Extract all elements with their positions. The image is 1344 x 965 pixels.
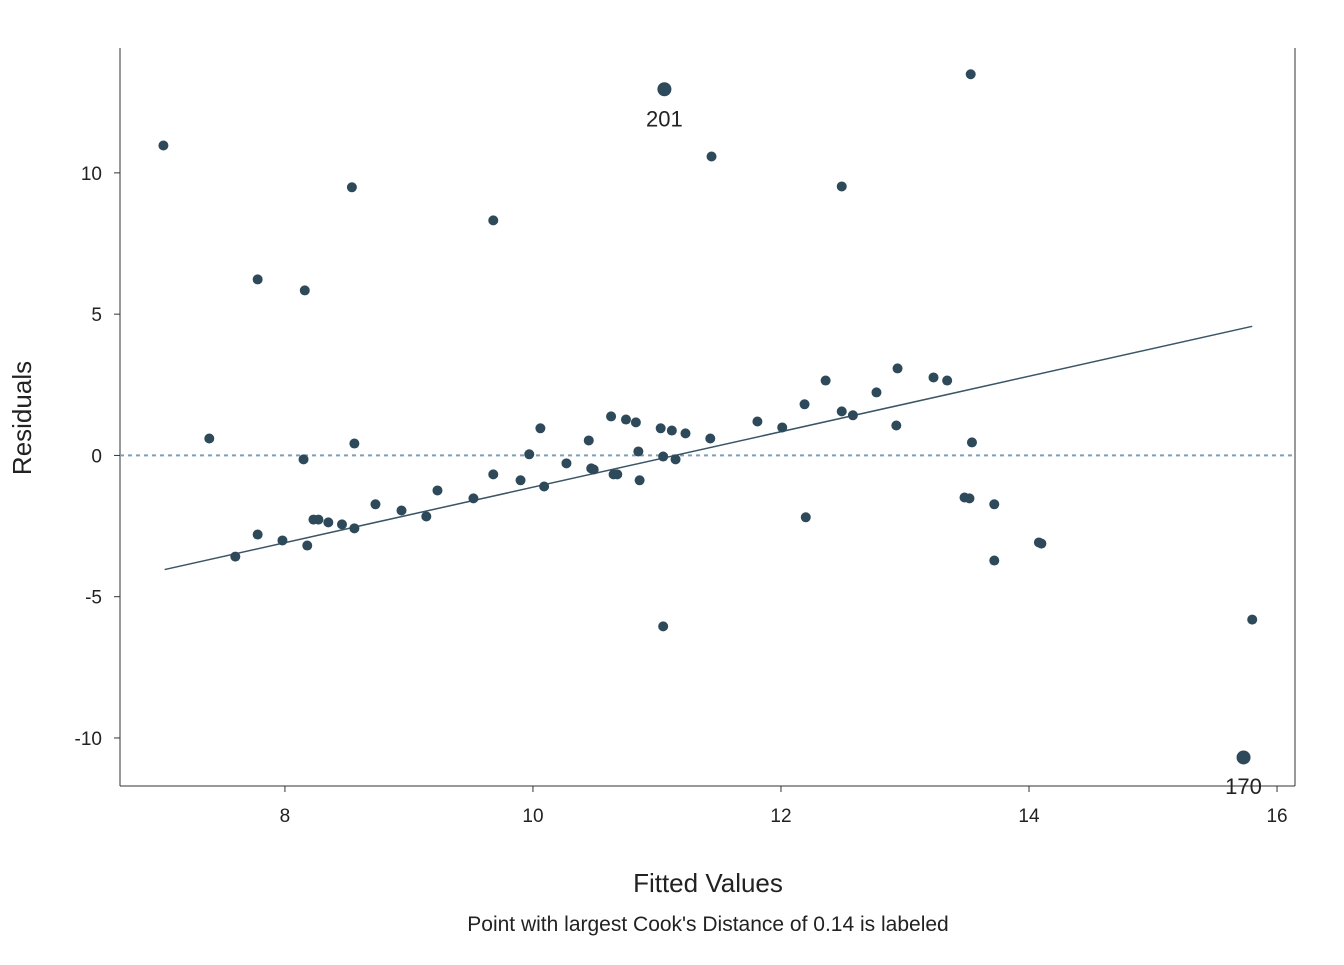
point bbox=[432, 485, 443, 496]
x-tick-label: 8 bbox=[280, 806, 291, 827]
point bbox=[847, 410, 858, 421]
point bbox=[299, 285, 310, 296]
point bbox=[836, 181, 847, 192]
point bbox=[928, 372, 939, 383]
point bbox=[252, 529, 263, 540]
point bbox=[349, 438, 360, 449]
y-tick-label: -10 bbox=[75, 729, 102, 750]
point bbox=[539, 481, 550, 492]
point bbox=[706, 151, 717, 162]
point bbox=[277, 535, 288, 546]
y-axis-title: Residuals bbox=[7, 361, 37, 475]
highlight-point bbox=[657, 82, 672, 97]
point bbox=[836, 406, 847, 417]
x-tick-label: 12 bbox=[770, 806, 791, 827]
point bbox=[820, 375, 831, 386]
point bbox=[535, 423, 546, 434]
point bbox=[655, 423, 666, 434]
point bbox=[1036, 538, 1047, 549]
point bbox=[799, 399, 810, 410]
point bbox=[989, 499, 1000, 510]
point bbox=[965, 69, 976, 80]
point bbox=[658, 621, 669, 632]
point bbox=[298, 454, 309, 465]
point bbox=[302, 540, 313, 551]
point bbox=[370, 499, 381, 510]
point bbox=[942, 375, 953, 386]
point bbox=[323, 517, 334, 528]
point bbox=[583, 435, 594, 446]
point bbox=[313, 514, 324, 525]
point bbox=[588, 464, 599, 475]
point bbox=[468, 493, 479, 504]
y-tick-label: 5 bbox=[91, 305, 102, 326]
trend-line bbox=[164, 325, 1253, 571]
point bbox=[777, 422, 788, 433]
x-tick-label: 14 bbox=[1018, 806, 1040, 827]
y-tick-label: 10 bbox=[81, 164, 102, 185]
point bbox=[633, 446, 644, 457]
point bbox=[670, 454, 681, 465]
point bbox=[230, 551, 241, 562]
point bbox=[620, 414, 631, 425]
point bbox=[346, 182, 357, 193]
caption: Point with largest Cook's Distance of 0.… bbox=[467, 913, 948, 936]
point bbox=[630, 417, 641, 428]
point bbox=[396, 505, 407, 516]
point bbox=[680, 428, 691, 439]
x-tick-label: 16 bbox=[1266, 806, 1287, 827]
point bbox=[752, 416, 763, 427]
x-tick-label: 10 bbox=[522, 806, 543, 827]
point bbox=[515, 475, 526, 486]
point bbox=[658, 451, 669, 462]
point bbox=[204, 433, 215, 444]
annotation: 170 bbox=[1225, 774, 1262, 799]
point bbox=[800, 512, 811, 523]
point bbox=[606, 411, 617, 422]
point bbox=[1247, 614, 1258, 625]
point bbox=[488, 215, 499, 226]
point bbox=[561, 458, 572, 469]
point bbox=[705, 433, 716, 444]
point bbox=[524, 449, 535, 460]
point bbox=[421, 511, 432, 522]
point bbox=[336, 519, 347, 530]
point bbox=[634, 475, 645, 486]
point bbox=[964, 493, 975, 504]
point bbox=[349, 523, 360, 534]
annotation: 201 bbox=[646, 106, 683, 131]
point bbox=[966, 437, 977, 448]
point bbox=[891, 420, 902, 431]
point bbox=[666, 425, 677, 436]
point bbox=[892, 363, 903, 374]
y-tick-label: -5 bbox=[85, 588, 102, 609]
y-tick-label: 0 bbox=[91, 446, 102, 467]
point bbox=[871, 387, 882, 398]
point bbox=[612, 469, 623, 480]
point bbox=[158, 140, 169, 151]
point bbox=[989, 555, 1000, 566]
point bbox=[488, 469, 499, 480]
highlight-point bbox=[1236, 750, 1251, 765]
x-axis-title: Fitted Values bbox=[633, 868, 783, 898]
point bbox=[252, 274, 263, 285]
